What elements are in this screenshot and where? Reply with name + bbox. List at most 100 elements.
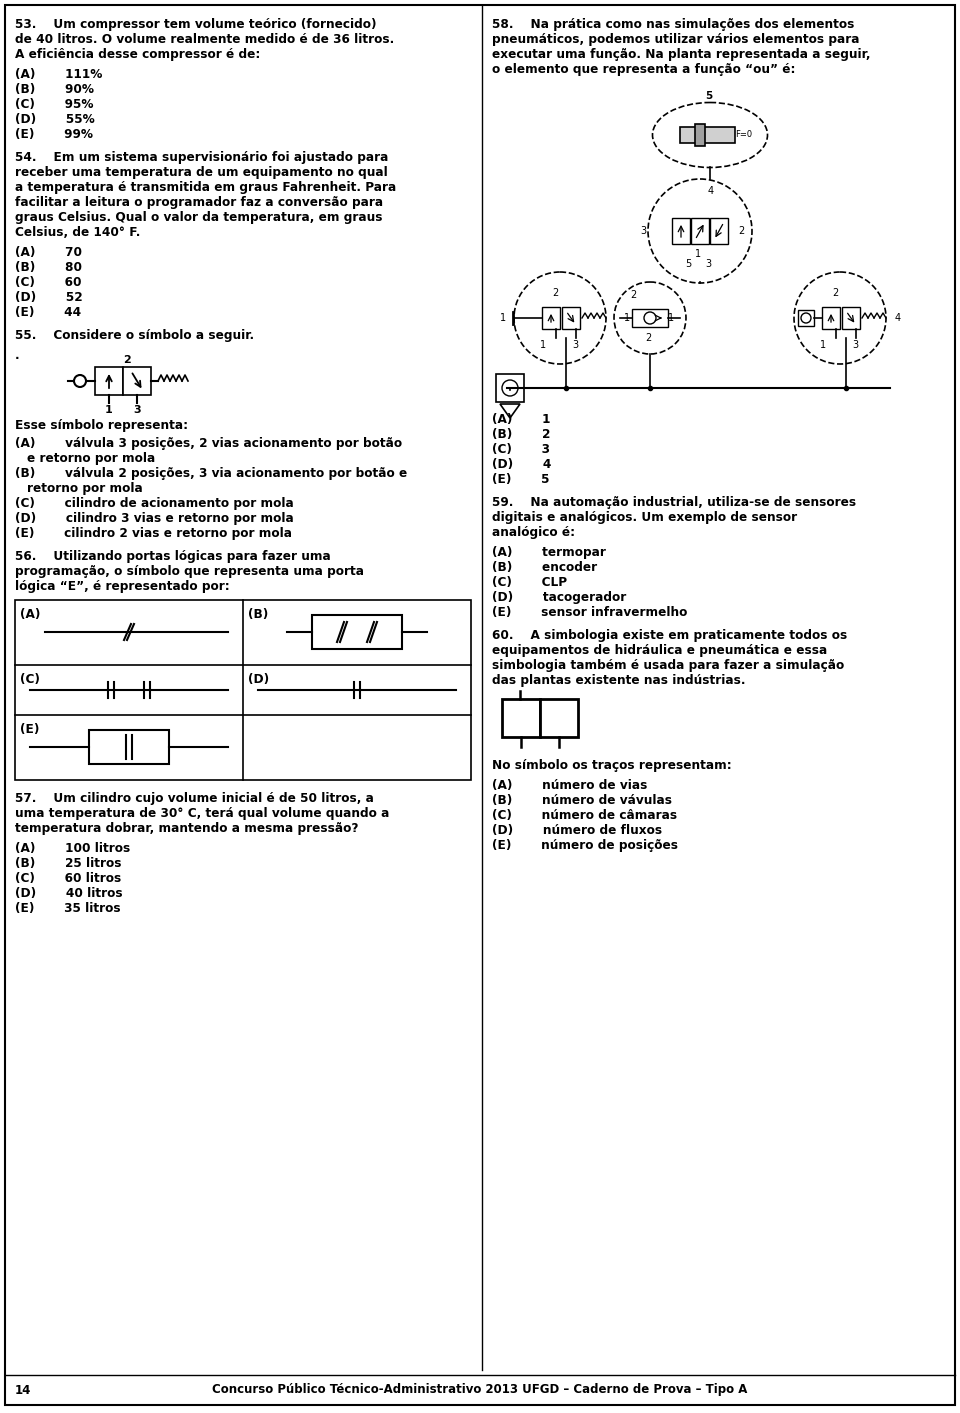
Text: (B)       válvula 2 posições, 3 via acionamento por botão e: (B) válvula 2 posições, 3 via acionament… bbox=[15, 468, 407, 480]
Text: 1: 1 bbox=[540, 341, 546, 350]
Text: 3: 3 bbox=[640, 226, 646, 236]
Text: (C)       95%: (C) 95% bbox=[15, 97, 93, 112]
Text: (D)       número de fluxos: (D) número de fluxos bbox=[492, 824, 662, 836]
Text: (B)       2: (B) 2 bbox=[492, 428, 550, 441]
Text: 60.    A simbologia existe em praticamente todos os: 60. A simbologia existe em praticamente … bbox=[492, 629, 848, 642]
Text: digitais e analógicos. Um exemplo de sensor: digitais e analógicos. Um exemplo de sen… bbox=[492, 512, 797, 524]
Bar bbox=[540, 699, 578, 738]
Polygon shape bbox=[500, 404, 520, 418]
Text: 3: 3 bbox=[705, 259, 711, 268]
Text: (E): (E) bbox=[20, 723, 39, 736]
Text: (A)       111%: (A) 111% bbox=[15, 68, 103, 81]
Text: (D)       52: (D) 52 bbox=[15, 291, 83, 304]
Text: a temperatura é transmitida em graus Fahrenheit. Para: a temperatura é transmitida em graus Fah… bbox=[15, 181, 396, 194]
Text: 4: 4 bbox=[895, 314, 901, 324]
Text: (E)       cilindro 2 vias e retorno por mola: (E) cilindro 2 vias e retorno por mola bbox=[15, 527, 292, 540]
Text: e retorno por mola: e retorno por mola bbox=[27, 452, 156, 465]
Text: (E)       número de posições: (E) número de posições bbox=[492, 839, 678, 852]
Text: (A)       1: (A) 1 bbox=[492, 413, 550, 425]
Text: 57.    Um cilindro cujo volume inicial é de 50 litros, a: 57. Um cilindro cujo volume inicial é de… bbox=[15, 793, 373, 805]
Circle shape bbox=[801, 314, 811, 324]
Text: (D)       4: (D) 4 bbox=[492, 458, 551, 471]
Text: (B): (B) bbox=[248, 608, 268, 620]
Text: 1: 1 bbox=[668, 314, 674, 324]
Bar bbox=[95, 367, 123, 396]
Text: (C)       CLP: (C) CLP bbox=[492, 577, 567, 589]
Text: 54.    Em um sistema supervisionário foi ajustado para: 54. Em um sistema supervisionário foi aj… bbox=[15, 151, 389, 164]
Text: (C)       número de câmaras: (C) número de câmaras bbox=[492, 810, 677, 822]
Text: 3: 3 bbox=[852, 341, 858, 350]
Text: (B)       número de vávulas: (B) número de vávulas bbox=[492, 794, 672, 807]
Bar bbox=[842, 307, 860, 329]
Text: (D)       55%: (D) 55% bbox=[15, 113, 95, 126]
Text: 3: 3 bbox=[572, 341, 578, 350]
Text: (B)       encoder: (B) encoder bbox=[492, 561, 597, 574]
Text: (A)       válvula 3 posições, 2 vias acionamento por botão: (A) válvula 3 posições, 2 vias acionamen… bbox=[15, 437, 402, 449]
Text: (C)       3: (C) 3 bbox=[492, 444, 550, 456]
Text: 59.    Na automação industrial, utiliza-se de sensores: 59. Na automação industrial, utiliza-se … bbox=[492, 496, 856, 509]
Text: (A): (A) bbox=[20, 608, 40, 620]
Bar bbox=[542, 307, 560, 329]
Text: (C): (C) bbox=[20, 673, 40, 685]
Bar bbox=[562, 307, 580, 329]
Text: Esse símbolo representa:: Esse símbolo representa: bbox=[15, 420, 188, 432]
Text: (C)       60: (C) 60 bbox=[15, 276, 82, 290]
Text: pneumáticos, podemos utilizar vários elementos para: pneumáticos, podemos utilizar vários ele… bbox=[492, 32, 859, 47]
Text: 5: 5 bbox=[685, 259, 691, 268]
Text: (D)       cilindro 3 vias e retorno por mola: (D) cilindro 3 vias e retorno por mola bbox=[15, 512, 294, 526]
Text: 14: 14 bbox=[15, 1383, 32, 1396]
Text: F=0: F=0 bbox=[735, 130, 752, 138]
Text: executar uma função. Na planta representada a seguir,: executar uma função. Na planta represent… bbox=[492, 48, 871, 61]
Text: .: . bbox=[15, 349, 19, 362]
Text: 58.    Na prática como nas simulações dos elementos: 58. Na prática como nas simulações dos e… bbox=[492, 18, 854, 31]
Text: temperatura dobrar, mantendo a mesma pressão?: temperatura dobrar, mantendo a mesma pre… bbox=[15, 822, 358, 835]
Text: 5: 5 bbox=[705, 90, 712, 100]
Text: 4: 4 bbox=[708, 187, 714, 196]
Bar bbox=[798, 309, 814, 326]
Circle shape bbox=[514, 271, 606, 365]
Text: Celsius, de 140° F.: Celsius, de 140° F. bbox=[15, 226, 140, 239]
Text: facilitar a leitura o programador faz a conversão para: facilitar a leitura o programador faz a … bbox=[15, 196, 383, 209]
Text: lógica “E”, é representado por:: lógica “E”, é representado por: bbox=[15, 579, 229, 593]
Text: 55.    Considere o símbolo a seguir.: 55. Considere o símbolo a seguir. bbox=[15, 329, 254, 342]
Text: (A)       número de vias: (A) número de vias bbox=[492, 779, 647, 793]
Text: das plantas existente nas indústrias.: das plantas existente nas indústrias. bbox=[492, 674, 746, 687]
Text: A eficiência desse compressor é de:: A eficiência desse compressor é de: bbox=[15, 48, 260, 61]
Text: (A)       100 litros: (A) 100 litros bbox=[15, 842, 131, 855]
Text: (D): (D) bbox=[248, 673, 269, 685]
Bar bbox=[710, 218, 728, 244]
Text: (E)       sensor infravermelho: (E) sensor infravermelho bbox=[492, 606, 687, 619]
Text: 2: 2 bbox=[630, 290, 636, 300]
Text: receber uma temperatura de um equipamento no qual: receber uma temperatura de um equipament… bbox=[15, 165, 388, 179]
Text: 56.    Utilizando portas lógicas para fazer uma: 56. Utilizando portas lógicas para fazer… bbox=[15, 550, 331, 562]
Text: 1: 1 bbox=[105, 406, 112, 415]
Text: 53.    Um compressor tem volume teórico (fornecido): 53. Um compressor tem volume teórico (fo… bbox=[15, 18, 376, 31]
Bar bbox=[695, 124, 705, 146]
Text: Concurso Público Técnico-Administrativo 2013 UFGD – Caderno de Prova – Tipo A: Concurso Público Técnico-Administrativo … bbox=[212, 1383, 748, 1396]
Text: (C)       60 litros: (C) 60 litros bbox=[15, 872, 121, 885]
Bar bbox=[89, 731, 169, 764]
Text: de 40 litros. O volume realmente medido é de 36 litros.: de 40 litros. O volume realmente medido … bbox=[15, 32, 395, 47]
Text: 3: 3 bbox=[133, 406, 140, 415]
Text: (B)       80: (B) 80 bbox=[15, 261, 82, 274]
Circle shape bbox=[74, 374, 86, 387]
Circle shape bbox=[648, 179, 752, 283]
Circle shape bbox=[644, 312, 656, 324]
Text: simbologia também é usada para fazer a simulação: simbologia também é usada para fazer a s… bbox=[492, 658, 844, 673]
Text: (E)       5: (E) 5 bbox=[492, 473, 549, 486]
Text: programação, o símbolo que representa uma porta: programação, o símbolo que representa um… bbox=[15, 565, 364, 578]
Text: 2: 2 bbox=[552, 288, 559, 298]
Circle shape bbox=[794, 271, 886, 365]
Text: 1: 1 bbox=[500, 314, 506, 324]
Text: (B)       90%: (B) 90% bbox=[15, 83, 94, 96]
Bar bbox=[15, 601, 471, 780]
Text: (E)       44: (E) 44 bbox=[15, 307, 82, 319]
Text: 1: 1 bbox=[624, 314, 630, 324]
Bar bbox=[502, 699, 540, 738]
Text: 1: 1 bbox=[695, 249, 701, 259]
Bar bbox=[691, 218, 709, 244]
Text: No símbolo os traços representam:: No símbolo os traços representam: bbox=[492, 759, 732, 771]
Text: (B)       25 litros: (B) 25 litros bbox=[15, 858, 122, 870]
Text: analógico é:: analógico é: bbox=[492, 526, 575, 538]
Text: (D)       40 litros: (D) 40 litros bbox=[15, 887, 123, 900]
